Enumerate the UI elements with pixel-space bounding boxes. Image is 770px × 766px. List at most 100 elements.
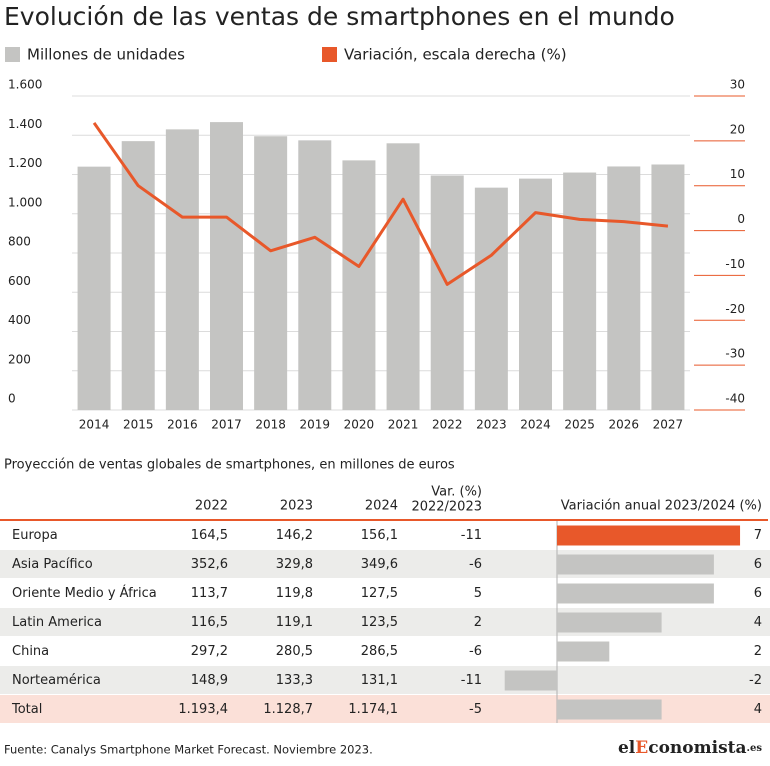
x-tick-label: 2027 bbox=[653, 418, 684, 432]
change-bar bbox=[557, 612, 662, 633]
y-tick-label: 1.200 bbox=[8, 156, 42, 170]
y-tick-label: 1.600 bbox=[8, 78, 42, 92]
column-header: Variación anual 2023/2024 (%) bbox=[561, 499, 762, 514]
x-tick-label: 2017 bbox=[211, 418, 242, 432]
cell: 349,6 bbox=[361, 557, 398, 572]
chart-title: Evolución de las ventas de smartphones e… bbox=[4, 2, 675, 31]
logo-part: el bbox=[618, 738, 636, 758]
cell: -6 bbox=[469, 644, 482, 659]
cell: 329,8 bbox=[276, 557, 313, 572]
y2-tick-label: -10 bbox=[725, 257, 745, 271]
bar bbox=[474, 187, 508, 410]
table-row-bg bbox=[0, 637, 770, 665]
bar bbox=[165, 129, 199, 411]
table-row-bg bbox=[0, 666, 770, 694]
cell: 133,3 bbox=[276, 673, 313, 688]
x-tick-label: 2023 bbox=[476, 418, 507, 432]
x-tick-label: 2022 bbox=[432, 418, 463, 432]
y2-tick-label: 20 bbox=[730, 122, 745, 136]
bar bbox=[430, 175, 464, 410]
cell: -6 bbox=[469, 557, 482, 572]
cell: 2 bbox=[474, 615, 482, 630]
cell: 1.174,1 bbox=[348, 702, 398, 717]
x-tick-label: 2021 bbox=[388, 418, 419, 432]
row-label: Latin America bbox=[12, 615, 102, 630]
change-bar bbox=[557, 554, 714, 575]
bar bbox=[342, 160, 376, 410]
change-label: 6 bbox=[754, 586, 762, 601]
change-label: 4 bbox=[754, 702, 762, 717]
column-header: Var. (%) bbox=[431, 485, 482, 500]
logo: elEconomista.es bbox=[618, 738, 762, 758]
change-label: 7 bbox=[754, 528, 762, 543]
bar bbox=[121, 141, 155, 410]
bar bbox=[254, 136, 288, 410]
cell: 164,5 bbox=[191, 528, 228, 543]
y-tick-label: 0 bbox=[8, 392, 16, 406]
row-label: Europa bbox=[12, 528, 58, 543]
logo-part: E bbox=[635, 738, 648, 758]
legend-swatch bbox=[322, 47, 337, 62]
y-tick-label: 800 bbox=[8, 235, 31, 249]
cell: 113,7 bbox=[191, 586, 228, 601]
change-bar bbox=[557, 583, 714, 604]
x-tick-label: 2018 bbox=[255, 418, 286, 432]
cell: 119,8 bbox=[276, 586, 313, 601]
change-bar bbox=[504, 670, 557, 691]
row-label: Asia Pacífico bbox=[12, 557, 93, 572]
change-label: 4 bbox=[754, 615, 762, 630]
bar bbox=[607, 166, 641, 410]
cell: -5 bbox=[469, 702, 482, 717]
cell: -11 bbox=[461, 528, 482, 543]
cell: 352,6 bbox=[191, 557, 228, 572]
row-label: China bbox=[12, 644, 49, 659]
bar bbox=[563, 172, 597, 410]
cell: 127,5 bbox=[361, 586, 398, 601]
cell: 119,1 bbox=[276, 615, 313, 630]
bar bbox=[210, 122, 243, 410]
y-tick-label: 1.400 bbox=[8, 117, 42, 131]
change-label: 6 bbox=[754, 557, 762, 572]
source: Fuente: Canalys Smartphone Market Foreca… bbox=[4, 743, 373, 757]
cell: 1.128,7 bbox=[263, 702, 313, 717]
x-tick-label: 2025 bbox=[564, 418, 595, 432]
bar bbox=[77, 166, 111, 410]
cell: 116,5 bbox=[191, 615, 228, 630]
x-tick-label: 2015 bbox=[123, 418, 154, 432]
legend-swatch bbox=[5, 47, 20, 62]
logo-part: conomista bbox=[648, 738, 746, 758]
change-label: 2 bbox=[754, 644, 762, 659]
cell: 156,1 bbox=[361, 528, 398, 543]
cell: 146,2 bbox=[276, 528, 313, 543]
y-tick-label: 600 bbox=[8, 274, 31, 288]
bar bbox=[298, 140, 332, 411]
y2-tick-label: -30 bbox=[725, 347, 745, 361]
row-label: Total bbox=[11, 702, 42, 717]
y2-tick-label: 0 bbox=[737, 212, 745, 226]
cell: 148,9 bbox=[191, 673, 228, 688]
column-header: 2024 bbox=[365, 499, 398, 514]
column-header: 2023 bbox=[280, 499, 313, 514]
change-label: -2 bbox=[749, 673, 762, 688]
y-tick-label: 1.000 bbox=[8, 195, 42, 209]
cell: 5 bbox=[474, 586, 482, 601]
y-tick-label: 400 bbox=[8, 313, 31, 327]
row-label: Norteamérica bbox=[12, 673, 101, 688]
x-tick-label: 2019 bbox=[300, 418, 331, 432]
y-tick-label: 200 bbox=[8, 352, 31, 366]
y2-tick-label: -40 bbox=[725, 392, 745, 406]
line bbox=[92, 122, 669, 286]
bar bbox=[386, 143, 420, 410]
table-subtitle: Proyección de ventas globales de smartph… bbox=[4, 458, 455, 473]
legend-label: Variación, escala derecha (%) bbox=[344, 46, 567, 64]
legend-label: Millones de unidades bbox=[27, 46, 185, 64]
column-header: 2022/2023 bbox=[411, 500, 482, 515]
cell: 123,5 bbox=[361, 615, 398, 630]
cell: 1.193,4 bbox=[178, 702, 228, 717]
change-bar bbox=[557, 641, 610, 662]
cell: -11 bbox=[461, 673, 482, 688]
cell: 286,5 bbox=[361, 644, 398, 659]
logo-part: .es bbox=[747, 743, 763, 754]
y2-tick-label: 30 bbox=[730, 78, 745, 92]
